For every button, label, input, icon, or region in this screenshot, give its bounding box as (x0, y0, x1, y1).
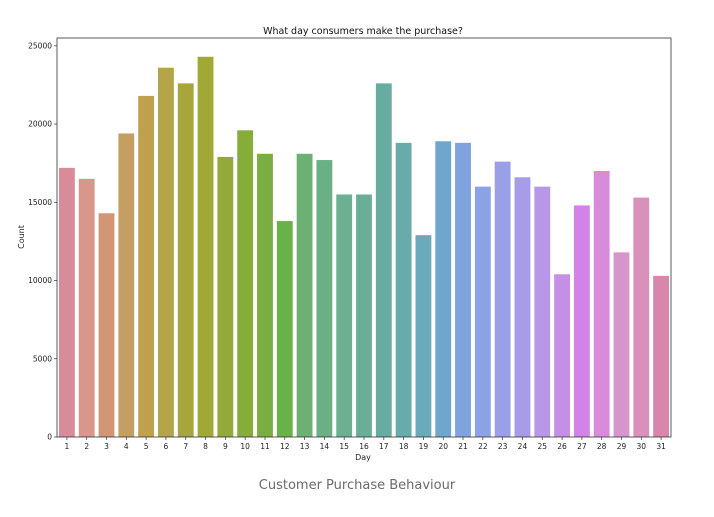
y-tick-label: 5000 (33, 354, 52, 363)
x-tick-label: 30 (637, 442, 647, 451)
y-tick-label: 20000 (28, 120, 52, 129)
x-tick-label: 1 (65, 442, 70, 451)
bar-day-5 (138, 95, 155, 437)
bar-day-8 (197, 56, 214, 437)
bar-day-7 (177, 83, 194, 437)
bar-day-16 (356, 194, 372, 437)
bar-day-12 (276, 221, 293, 437)
bar-day-15 (336, 194, 353, 437)
bar-day-25 (534, 186, 551, 437)
bar-day-22 (474, 186, 491, 437)
bar-day-13 (296, 153, 313, 438)
y-axis-label: Count (17, 225, 26, 249)
y-tick-label: 10000 (28, 276, 52, 285)
y-tick-label: 0 (47, 433, 52, 442)
x-tick-label: 4 (124, 442, 129, 451)
bar-day-6 (158, 67, 174, 437)
bars-group (58, 56, 670, 438)
x-tick-label: 25 (537, 442, 547, 451)
bar-day-17 (375, 83, 392, 437)
bar-day-26 (554, 274, 570, 437)
y-tick-label: 15000 (28, 198, 52, 207)
y-tick-label: 25000 (28, 41, 52, 50)
x-tick-label: 6 (164, 442, 169, 451)
bar-day-23 (494, 161, 511, 438)
x-tick-label: 19 (419, 442, 429, 451)
bar-day-9 (217, 156, 234, 438)
bar-day-24 (514, 177, 531, 437)
bar-day-28 (593, 171, 610, 437)
bar-day-1 (58, 167, 75, 437)
x-tick-label: 10 (240, 442, 250, 451)
bar-day-3 (98, 213, 115, 437)
bar-day-18 (395, 142, 412, 437)
x-axis-ticks: 1 2 3 4 5 6 7 8 9 10 11 12 13 14 15 16 17 18 19 20 21 22 23 24 2… (65, 437, 666, 451)
bar-day-10 (237, 130, 254, 437)
x-tick-label: 20 (438, 442, 448, 451)
bar-chart: What day consumers make the purchase? 0 5… (17, 26, 672, 462)
x-tick-label: 21 (458, 442, 468, 451)
x-tick-label: 18 (399, 442, 409, 451)
x-axis-label: Day (355, 453, 371, 462)
chart-title: What day consumers make the purchase? (263, 26, 463, 37)
figure-caption: Customer Purchase Behaviour (258, 478, 456, 493)
x-tick-label: 15 (339, 442, 349, 451)
x-tick-label: 12 (280, 442, 290, 451)
bar-day-30 (633, 197, 650, 437)
x-tick-label: 28 (597, 442, 607, 451)
x-tick-label: 7 (183, 442, 188, 451)
x-tick-label: 14 (320, 442, 330, 451)
x-tick-label: 16 (359, 442, 369, 451)
x-tick-label: 9 (223, 442, 228, 451)
x-tick-label: 11 (260, 442, 270, 451)
x-tick-label: 23 (498, 442, 508, 451)
bar-day-4 (118, 133, 135, 437)
y-axis-ticks: 0 5000 10000 15000 20000 25000 (28, 41, 57, 442)
bar-day-19 (415, 235, 432, 437)
x-tick-label: 13 (300, 442, 310, 451)
x-tick-label: 5 (144, 442, 149, 451)
bar-day-21 (455, 142, 471, 437)
x-tick-label: 3 (104, 442, 109, 451)
bar-day-27 (573, 205, 590, 437)
bar-day-14 (316, 160, 333, 438)
x-tick-label: 29 (617, 442, 627, 451)
x-tick-label: 31 (656, 442, 666, 451)
bar-day-29 (613, 252, 630, 437)
x-tick-label: 22 (478, 442, 488, 451)
x-tick-label: 2 (84, 442, 89, 451)
plot-frame (56, 37, 672, 438)
bar-day-20 (435, 141, 452, 437)
bar-day-31 (653, 275, 670, 437)
x-tick-label: 26 (557, 442, 567, 451)
x-tick-label: 27 (577, 442, 587, 451)
x-tick-label: 8 (203, 442, 208, 451)
x-tick-label: 17 (379, 442, 389, 451)
bar-day-11 (257, 153, 273, 438)
x-tick-label: 24 (518, 442, 528, 451)
bar-day-2 (78, 178, 95, 437)
